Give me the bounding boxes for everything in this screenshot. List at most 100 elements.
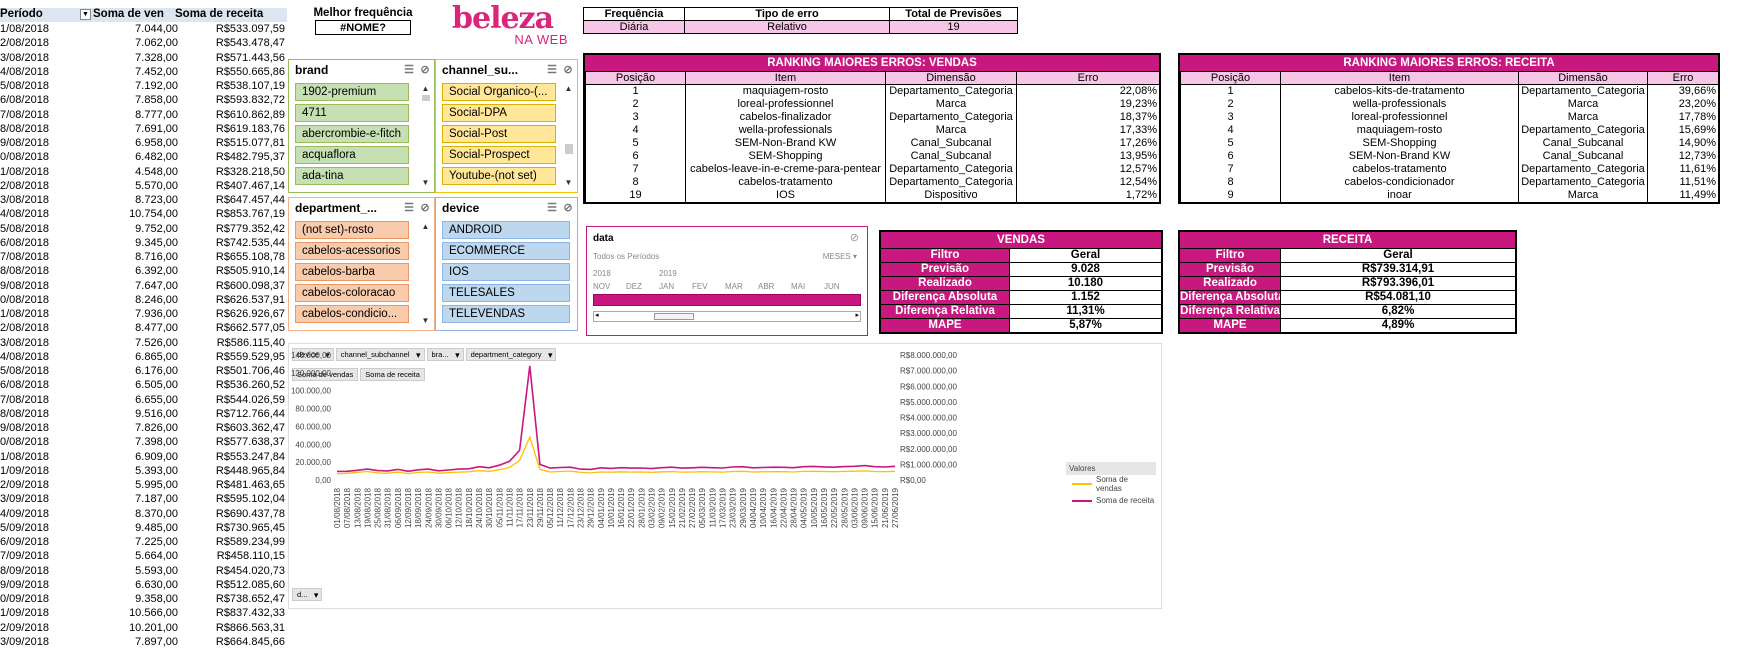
slicer-item[interactable]: acquaflora bbox=[295, 146, 409, 164]
slicer-item[interactable]: cabelos-barba bbox=[295, 263, 409, 281]
ranking-sales-row[interactable]: 8 cabelos-tratamento Departamento_Categori… bbox=[585, 175, 1160, 189]
total-forecasts-value[interactable]: 19 bbox=[889, 20, 1018, 34]
sales-cell: 10.566,00 bbox=[129, 607, 178, 620]
pivot-row: 2/08/2018 8.477,00 R$662.577,05 bbox=[0, 321, 290, 335]
slicer-item[interactable]: 4711 bbox=[295, 104, 409, 122]
scroll-up-icon[interactable]: ▲ bbox=[564, 84, 573, 93]
chart-filter-button[interactable]: department_category bbox=[465, 348, 557, 361]
item-cell: cabelos-leave-in-e-creme-para-pentear bbox=[685, 162, 886, 176]
scroll-down-icon[interactable]: ▼ bbox=[564, 178, 573, 187]
slicer-item[interactable]: Social Organico-(... bbox=[442, 83, 556, 101]
slicer-item[interactable]: Social-Post bbox=[442, 125, 556, 143]
sales-cell: 8.716,00 bbox=[135, 251, 178, 263]
chart-value-button[interactable]: Soma de receita bbox=[360, 368, 425, 381]
slicer-item[interactable]: Social-Prospect bbox=[442, 146, 556, 164]
ranking-sales-row[interactable]: 19 IOS Dispositivo 1,72% bbox=[585, 188, 1160, 202]
revenue-summary-value: Geral bbox=[1281, 249, 1515, 262]
sales-cell: 5.393,00 bbox=[135, 464, 178, 477]
position-cell: 8 bbox=[1180, 175, 1281, 189]
ranking-revenue-row[interactable]: 3 loreal-professionnel Marca 17,78% bbox=[1180, 110, 1719, 124]
error-type-value[interactable]: Relativo bbox=[684, 20, 890, 34]
filter-dropdown-icon[interactable]: ▼ bbox=[80, 9, 91, 20]
ranking-revenue-row[interactable]: 2 wella-professionals Marca 23,20% bbox=[1180, 97, 1719, 111]
ranking-revenue-row[interactable]: 8 cabelos-condicionador Departamento_Categ… bbox=[1180, 175, 1719, 189]
chart-date-field-button[interactable]: d... bbox=[292, 588, 323, 601]
period-cell: 0/09/2018 bbox=[0, 593, 49, 605]
multi-select-icon[interactable]: ☰ bbox=[404, 202, 414, 214]
period-cell: 9/08/2018 bbox=[0, 279, 49, 292]
slicer-item[interactable]: TELESALES bbox=[442, 284, 570, 302]
scroll-down-icon[interactable]: ▼ bbox=[421, 178, 430, 187]
sales-summary-value: Geral bbox=[1010, 249, 1161, 262]
position-cell: 6 bbox=[1180, 149, 1281, 163]
clear-filter-icon[interactable]: ⊘ bbox=[420, 64, 430, 76]
ranking-revenue-row[interactable]: 9 inoar Marca 11,49% bbox=[1180, 188, 1719, 202]
revenue-cell: R$501.706,46 bbox=[215, 365, 285, 377]
clear-filter-icon[interactable]: ⊘ bbox=[563, 64, 573, 76]
ranking-sales-row[interactable]: 7 cabelos-leave-in-e-creme-para-pentear De… bbox=[585, 162, 1160, 176]
slicer-item[interactable]: Youtube-(not set) bbox=[442, 167, 556, 185]
slicer-item[interactable]: TELEVENDAS bbox=[442, 305, 570, 323]
multi-select-icon[interactable]: ☰ bbox=[547, 64, 557, 76]
pivot-line-chart[interactable]: devicechannel_subchannelbra...department… bbox=[288, 343, 1162, 609]
ranking-sales-row[interactable]: 4 wella-professionals Marca 17,33% bbox=[585, 123, 1160, 137]
sales-cell: 5.664,00 bbox=[135, 550, 178, 563]
sales-cell: 5.593,00 bbox=[135, 564, 178, 577]
clear-filter-icon[interactable]: ⊘ bbox=[563, 202, 573, 214]
slicer-device-title: device bbox=[442, 201, 480, 215]
timeline-level-dropdown[interactable]: MESES ▾ bbox=[822, 252, 857, 261]
pivot-row: 0/08/2018 6.482,00 R$482.795,37 bbox=[0, 150, 290, 164]
slicer-item[interactable]: Social-DPA bbox=[442, 104, 556, 122]
scroll-up-icon[interactable]: ▲ bbox=[421, 84, 430, 93]
ranking-sales-row[interactable]: 6 SEM-Shopping Canal_Subcanal 13,95% bbox=[585, 149, 1160, 163]
frequency-value[interactable]: Diária bbox=[583, 20, 685, 34]
period-header[interactable]: Período ▼ bbox=[0, 8, 93, 22]
sales-summary-row: Realizado 10.180 bbox=[881, 276, 1161, 290]
slicer-department-items: (not set)-rosto cabelos-acessorios cabelos… bbox=[289, 221, 434, 323]
multi-select-icon[interactable]: ☰ bbox=[404, 64, 414, 76]
slicer-item[interactable]: ada-tina bbox=[295, 167, 409, 185]
slicer-item[interactable]: cabelos-acessorios bbox=[295, 242, 409, 260]
scroll-left-icon[interactable]: ◂ bbox=[595, 312, 599, 319]
slicer-item[interactable]: 1902-premium bbox=[295, 83, 409, 101]
slicer-item[interactable]: (not set)-rosto bbox=[295, 221, 409, 239]
x-tick-label: 29/11/2018 bbox=[536, 487, 545, 527]
ranking-sales-row[interactable]: 3 cabelos-finalizador Departamento_Categor… bbox=[585, 110, 1160, 124]
timeline-scroll-thumb[interactable] bbox=[654, 313, 694, 320]
ranking-sales-row[interactable]: 2 loreal-professionnel Marca 19,23% bbox=[585, 97, 1160, 111]
slicer-item[interactable]: cabelos-condicio... bbox=[295, 305, 409, 323]
slicer-item[interactable]: abercrombie-e-fitch bbox=[295, 125, 409, 143]
clear-filter-icon[interactable]: ⊘ bbox=[849, 232, 859, 244]
ranking-revenue-row[interactable]: 1 cabelos-kits-de-tratamento Departamento_… bbox=[1180, 84, 1719, 98]
ranking-sales-row[interactable]: 1 maquiagem-rosto Departamento_Categoria 22… bbox=[585, 84, 1160, 98]
dimension-cell: Departamento_Categoria bbox=[885, 110, 1017, 124]
ranking-revenue-row[interactable]: 7 cabelos-tratamento Departamento_Categori… bbox=[1180, 162, 1719, 176]
slicer-scrollbar[interactable]: ▲ ▼ bbox=[562, 84, 575, 188]
slicer-scrollbar[interactable]: ▲ ▼ bbox=[419, 222, 432, 326]
timeline-scrollbar[interactable]: ◂ ▸ bbox=[593, 311, 861, 322]
slicer-item[interactable]: ANDROID bbox=[442, 221, 570, 239]
scroll-down-icon[interactable]: ▼ bbox=[421, 316, 430, 325]
slicer-item[interactable]: cabelos-coloracao bbox=[295, 284, 409, 302]
slicer-item[interactable]: ECOMMERCE bbox=[442, 242, 570, 260]
pivot-row: 6/09/2018 7.225,00 R$589.234,99 bbox=[0, 535, 290, 549]
ranking-revenue-row[interactable]: 5 SEM-Shopping Canal_Subcanal 14,90% bbox=[1180, 136, 1719, 150]
chart-filter-button[interactable]: channel_subchannel bbox=[335, 348, 425, 361]
best-frequency-value[interactable]: #NOME? bbox=[315, 20, 411, 35]
multi-select-icon[interactable]: ☰ bbox=[547, 202, 557, 214]
item-cell: IOS bbox=[685, 188, 886, 202]
ranking-revenue-row[interactable]: 4 maquiagem-rosto Departamento_Categoria 15… bbox=[1180, 123, 1719, 137]
ranking-sales-row[interactable]: 5 SEM-Non-Brand KW Canal_Subcanal 17,26% bbox=[585, 136, 1160, 150]
slicer-scrollbar[interactable]: ▲ ▼ bbox=[419, 84, 432, 188]
slicer-channel-items: Social Organico-(... Social-DPA Social-Pos… bbox=[436, 83, 577, 185]
scroll-up-icon[interactable]: ▲ bbox=[421, 222, 430, 231]
scroll-right-icon[interactable]: ▸ bbox=[855, 312, 859, 319]
chart-filter-button[interactable]: bra... bbox=[426, 348, 464, 361]
ranking-revenue-row[interactable]: 6 SEM-Non-Brand KW Canal_Subcanal 12,73% bbox=[1180, 149, 1719, 163]
clear-filter-icon[interactable]: ⊘ bbox=[420, 202, 430, 214]
period-cell: 3/09/2018 bbox=[0, 493, 49, 506]
slicer-item[interactable]: IOS bbox=[442, 263, 570, 281]
timeline-selection-bar[interactable] bbox=[593, 294, 861, 306]
chart-filter-button[interactable]: device bbox=[292, 348, 334, 361]
chart-value-button[interactable]: Soma de vendas bbox=[292, 368, 359, 381]
